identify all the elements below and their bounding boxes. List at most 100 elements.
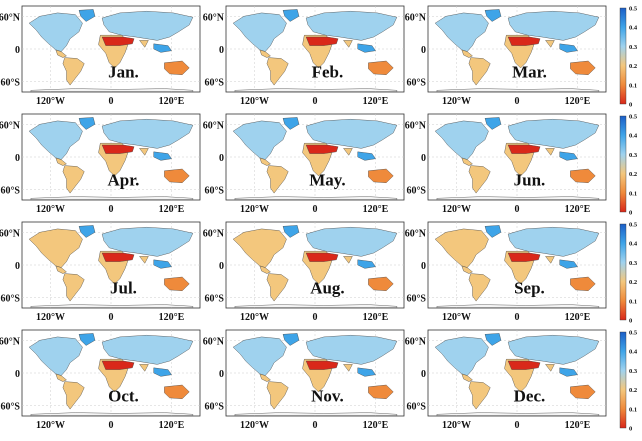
land-india xyxy=(139,40,149,48)
colorbar-tick-label: 0.3 xyxy=(629,152,638,159)
x-tick-label: 120°E xyxy=(159,96,185,107)
colorbar-tick-label: 0.3 xyxy=(629,260,638,267)
land-north-america xyxy=(232,12,287,52)
y-tick-label: 0 xyxy=(219,45,224,56)
land-antarctica xyxy=(30,196,194,200)
colorbar-tick-label: 0.4 xyxy=(629,25,638,32)
land-india xyxy=(545,364,555,372)
land-central-america xyxy=(259,49,271,58)
land-india xyxy=(343,148,353,156)
x-tick-label: 120°W xyxy=(240,420,269,431)
land-antarctica xyxy=(436,412,600,416)
x-tick-label: 0 xyxy=(109,420,114,431)
land-australia xyxy=(164,276,190,292)
month-label: Jul. xyxy=(110,278,137,297)
land-australia xyxy=(570,60,596,76)
x-tick-label: 0 xyxy=(515,96,520,107)
colorbar-tick-label: 0.1 xyxy=(629,406,637,413)
map-panel: Oct. 60°N 0 60°S 120°W 0 120°E xyxy=(0,329,201,431)
land-central-america xyxy=(259,265,271,274)
land-eurasia xyxy=(507,334,600,365)
x-tick-label: 0 xyxy=(515,420,520,431)
x-tick-label: 120°E xyxy=(565,96,591,107)
y-tick-label: 0 xyxy=(15,45,20,56)
land-australia xyxy=(368,168,394,184)
y-tick-label: 60°S xyxy=(204,78,224,89)
land-india xyxy=(545,40,555,48)
land-antarctica xyxy=(234,412,398,416)
x-tick-label: 120°E xyxy=(565,204,591,215)
map-panel: Sep. 60°N 0 60°S 120°W 0 120°E xyxy=(405,221,607,323)
colorbar xyxy=(619,7,627,105)
land-southeast-asia xyxy=(357,43,376,53)
colorbar-tick-label: 0.5 xyxy=(629,222,638,229)
y-tick-label: 0 xyxy=(219,153,224,164)
month-label: Feb. xyxy=(312,62,344,81)
land-eurasia xyxy=(101,10,194,41)
y-tick-label: 60°S xyxy=(406,402,426,413)
land-south-america xyxy=(468,273,491,302)
x-tick-label: 120°E xyxy=(363,420,389,431)
land-southeast-asia xyxy=(153,367,172,377)
land-central-america xyxy=(55,157,67,166)
x-tick-label: 120°E xyxy=(565,312,591,323)
y-tick-label: 60°S xyxy=(406,78,426,89)
y-tick-label: 60°N xyxy=(0,12,21,23)
x-tick-label: 120°W xyxy=(442,312,471,323)
land-central-america xyxy=(259,157,271,166)
month-label: Jan. xyxy=(108,62,139,81)
colorbar-tick-label: 0.4 xyxy=(629,133,638,140)
land-north-america xyxy=(232,120,287,160)
land-eurasia xyxy=(101,226,194,257)
land-antarctica xyxy=(30,412,194,416)
y-tick-label: 60°S xyxy=(406,294,426,305)
x-tick-label: 120°W xyxy=(442,204,471,215)
y-tick-label: 60°S xyxy=(0,186,20,197)
x-tick-label: 0 xyxy=(515,204,520,215)
y-tick-label: 0 xyxy=(219,261,224,272)
land-greenland xyxy=(484,117,502,130)
land-north-america xyxy=(28,12,83,52)
x-tick-label: 120°E xyxy=(159,420,185,431)
colorbar-tick-label: 0.4 xyxy=(629,349,638,356)
land-india xyxy=(139,256,149,264)
colorbar-tick-label: 0.2 xyxy=(629,387,637,394)
land-australia xyxy=(164,384,190,400)
y-tick-label: 60°N xyxy=(203,120,225,131)
land-north-america xyxy=(434,228,489,268)
colorbar-tick-label: 0.5 xyxy=(629,114,638,121)
land-north-america xyxy=(434,336,489,376)
land-central-america xyxy=(461,157,473,166)
land-eurasia xyxy=(101,118,194,149)
land-australia xyxy=(570,168,596,184)
land-greenland xyxy=(282,9,300,22)
land-southeast-asia xyxy=(559,43,578,53)
x-tick-label: 0 xyxy=(109,204,114,215)
colorbar-tick-label: 0 xyxy=(629,426,632,433)
x-tick-label: 0 xyxy=(109,312,114,323)
land-sahara-arabia xyxy=(305,36,339,46)
land-sahara-arabia xyxy=(101,252,135,262)
colorbar-tick-label: 0.5 xyxy=(629,6,638,13)
y-tick-label: 60°S xyxy=(204,294,224,305)
month-label: Mar. xyxy=(512,62,547,81)
y-tick-label: 0 xyxy=(15,261,20,272)
colorbar-tick-label: 0.1 xyxy=(629,298,637,305)
land-north-america xyxy=(28,228,83,268)
land-india xyxy=(139,148,149,156)
land-sahara-arabia xyxy=(101,144,135,154)
land-central-america xyxy=(461,49,473,58)
land-north-america xyxy=(28,336,83,376)
land-greenland xyxy=(78,117,96,130)
colorbar-tick-label: 0.3 xyxy=(629,368,638,375)
x-tick-label: 0 xyxy=(313,96,318,107)
land-central-america xyxy=(461,373,473,382)
land-southeast-asia xyxy=(357,151,376,161)
land-antarctica xyxy=(30,88,194,92)
land-north-america xyxy=(232,228,287,268)
colorbar-tick-label: 0 xyxy=(629,318,632,325)
y-tick-label: 60°N xyxy=(405,336,427,347)
colorbar-tick-label: 0.2 xyxy=(629,171,637,178)
x-tick-label: 120°W xyxy=(36,312,65,323)
